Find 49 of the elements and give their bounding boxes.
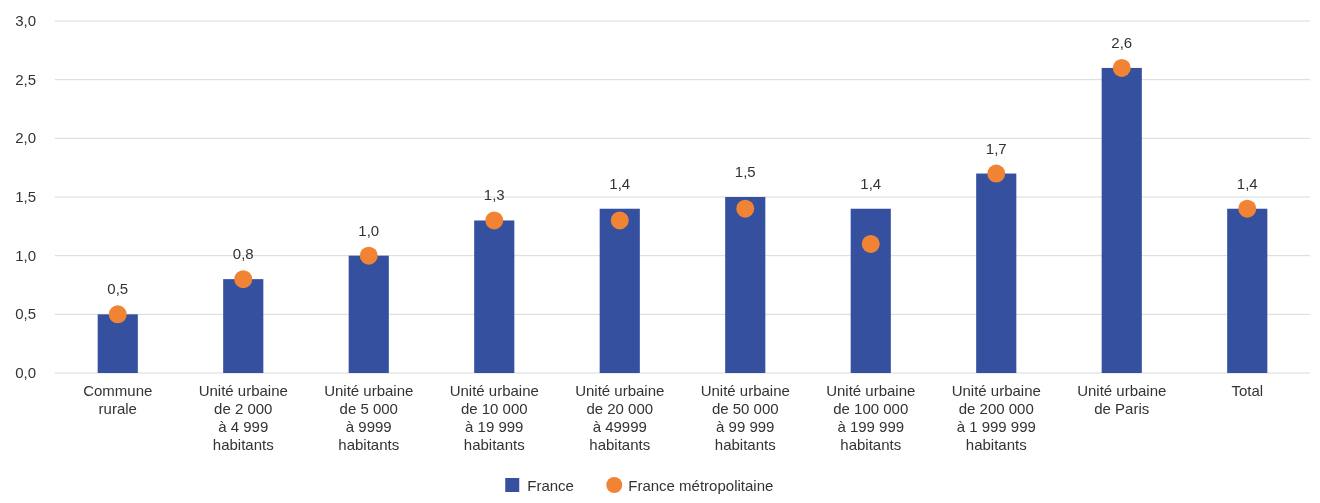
- x-tick-label: Unité urbaine de 20 000 à 49999 habitants: [575, 382, 665, 453]
- point: [1112, 58, 1131, 77]
- y-tick-label: 0,5: [15, 305, 36, 323]
- point: [108, 305, 127, 324]
- x-tick-label: Unité urbaine de 50 000 à 99 999 habitants: [700, 382, 790, 453]
- x-tick-label: Unité urbaine de 100 000 à 199 999 habitants: [826, 382, 916, 453]
- data-label: 1,0: [358, 221, 380, 239]
- x-tick-label: Unité urbaine de 200 000 à 1 999 999 habitants: [951, 382, 1041, 453]
- data-label: 2,6: [1111, 33, 1133, 51]
- data-label: 1,4: [1236, 174, 1258, 192]
- legend-label: France: [527, 477, 574, 494]
- bar: [97, 314, 138, 373]
- data-label: 0,5: [107, 280, 129, 298]
- point: [1238, 199, 1257, 218]
- x-tick-label: Unité urbaine de 10 000 à 19 999 habitants: [449, 382, 539, 453]
- y-tick-label: 3,0: [15, 12, 36, 29]
- bar: [976, 173, 1017, 373]
- y-tick-label: 0,0: [15, 364, 36, 381]
- data-label: 0,8: [232, 245, 254, 263]
- legend-label: France métropolitaine: [628, 477, 774, 494]
- bar: [850, 208, 891, 373]
- x-tick-label: Unité urbaine de 5 000 à 9999 habitants: [324, 382, 414, 453]
- bar: [223, 279, 264, 373]
- bar: [1227, 208, 1268, 373]
- point: [234, 270, 253, 289]
- bar: [725, 197, 766, 373]
- x-tick-label: Unité urbaine de Paris: [1077, 382, 1167, 417]
- y-tick-label: 2,0: [15, 129, 36, 147]
- point: [736, 199, 755, 218]
- bar: [1101, 67, 1142, 373]
- point: [359, 246, 378, 265]
- point: [861, 234, 880, 253]
- x-tick-label: Total: [1231, 382, 1264, 399]
- y-tick-label: 2,5: [15, 70, 36, 88]
- data-label: 1,4: [609, 174, 631, 192]
- point: [987, 164, 1006, 183]
- point: [610, 211, 629, 230]
- point: [485, 211, 504, 230]
- data-label: 1,5: [734, 163, 756, 180]
- x-tick-label: Unité urbaine de 2 000 à 4 999 habitants: [198, 382, 288, 453]
- bar: [348, 255, 389, 373]
- y-tick-label: 1,0: [15, 246, 36, 264]
- bar: [599, 208, 640, 373]
- x-tick-label: Commune rurale: [83, 382, 153, 417]
- y-tick-label: 1,5: [15, 188, 36, 205]
- data-label: 1,7: [985, 139, 1007, 157]
- data-label: 1,4: [860, 174, 882, 192]
- data-label: 1,3: [483, 186, 505, 204]
- bar: [474, 220, 515, 373]
